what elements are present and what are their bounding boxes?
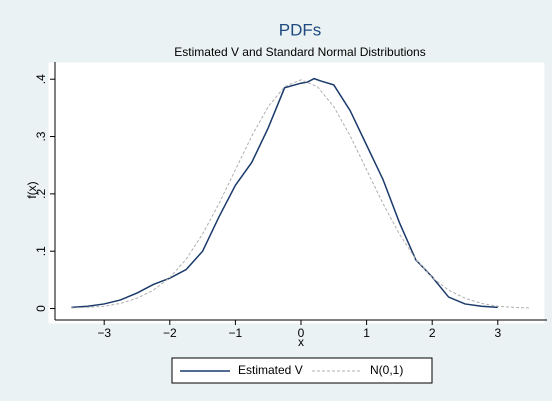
x-axis-label: x bbox=[298, 335, 304, 349]
legend-label: Estimated V bbox=[238, 363, 303, 377]
y-tick-label: .1 bbox=[34, 246, 48, 256]
y-tick-label: .4 bbox=[34, 74, 48, 84]
y-tick-label: .2 bbox=[34, 189, 48, 199]
plot-area bbox=[47, 61, 546, 325]
x-tick-label: 0 bbox=[298, 326, 305, 340]
y-tick-label: 0 bbox=[34, 305, 48, 312]
x-tick-label: 3 bbox=[494, 326, 501, 340]
x-tick-label: −3 bbox=[97, 326, 111, 340]
x-tick-label: −1 bbox=[229, 326, 243, 340]
x-tick-label: 2 bbox=[429, 326, 436, 340]
line-series bbox=[71, 79, 531, 309]
chart-title: PDFs bbox=[279, 20, 322, 39]
y-axis-label: f(x) bbox=[25, 181, 39, 198]
y-tick-label: .3 bbox=[34, 131, 48, 141]
x-tick-label: 1 bbox=[363, 326, 370, 340]
x-tick-label: −2 bbox=[163, 326, 177, 340]
legend-label: N(0,1) bbox=[370, 363, 403, 377]
chart-subtitle: Estimated V and Standard Normal Distribu… bbox=[174, 45, 425, 59]
